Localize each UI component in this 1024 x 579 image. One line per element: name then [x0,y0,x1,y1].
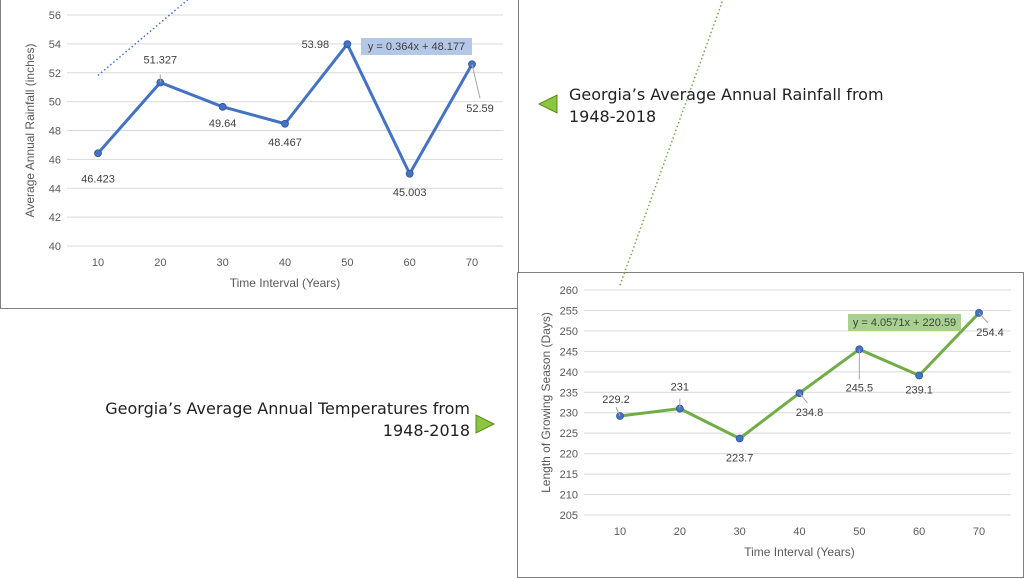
data-label: 234.8 [796,407,824,419]
data-label: 231 [671,382,689,394]
rainfall-chart-panel: 40 42 44 46 48 50 52 54 56 10 20 30 40 50 60 70 Time Int… [0,0,519,309]
data-label: 46.423 [81,173,115,185]
rainfall-chart: 40 42 44 46 48 50 52 54 56 10 20 30 40 50 60 70 Time Int… [23,0,503,290]
data-label: 229.2 [602,394,630,406]
x-tick-label: 60 [913,526,925,538]
triangle-right-icon [475,414,496,434]
x-tick-label: 40 [279,257,291,269]
x-tick-label: 60 [404,257,416,269]
y-axis-title: Length of Growing Season (Days) [539,312,553,493]
data-label: 239.1 [905,385,933,397]
x-tick-label: 70 [466,257,478,269]
y-tick-label: 230 [560,408,578,420]
series-line [619,311,981,440]
y-tick-label: 54 [49,39,61,51]
y-tick-label: 42 [49,212,61,224]
rainfall-caption: Georgia’s Average Annual Rainfall from 1… [569,85,884,126]
x-tick-label: 50 [341,257,353,269]
triangle-left-icon [537,94,558,114]
trendline-equation: y = 0.364x + 48.177 [368,41,465,53]
y-tick-label: 48 [49,126,61,138]
data-point [405,169,414,178]
data-label: 245.5 [846,382,874,394]
x-axis-title: Time Interval (Years) [230,276,340,290]
data-label: 52.59 [466,103,494,115]
growing-season-chart-panel: 205 210 215 220 225 230 235 240 245 250 255 260 10 20… [517,0,1024,578]
data-label: 254.4 [976,327,1004,339]
x-axis-title: Time Interval (Years) [744,545,854,559]
data-point [735,434,744,443]
trendline-equation-box [361,38,472,55]
y-tick-label: 46 [49,154,61,166]
y-tick-label: 225 [560,428,578,440]
y-tick-label: 205 [560,510,578,522]
x-tick-label: 40 [793,526,805,538]
y-tick-label: 260 [560,285,578,297]
y-tick-label: 220 [560,449,578,461]
x-tick-label: 20 [674,526,686,538]
x-tick-label: 30 [217,257,229,269]
label-leader [615,406,621,417]
y-tick-label: 215 [560,469,578,481]
data-point [915,371,924,380]
temperatures-caption: Georgia’s Average Annual Temperatures fr… [105,399,470,440]
y-tick-label: 245 [560,346,578,358]
y-axis-title: Average Annual Rainfall (inches) [23,44,37,218]
label-leader [978,312,989,324]
y-tick-label: 240 [560,367,578,379]
x-tick-label: 20 [154,257,166,269]
y-tick-label: 40 [49,241,61,253]
y-tick-label: 50 [49,97,61,109]
y-tick-label: 255 [560,305,578,317]
data-point [94,149,102,158]
x-tick-label: 10 [614,526,626,538]
trendline-equation: y = 4.0571x + 220.59 [853,317,956,329]
data-label: 45.003 [393,187,427,199]
data-point [343,40,352,49]
data-label: 51.327 [144,54,178,66]
growing-season-chart: 205 210 215 220 225 230 235 240 245 250 255 260 10 20… [539,0,1011,559]
x-tick-label: 70 [973,526,985,538]
y-tick-label: 56 [49,10,61,22]
x-tick-label: 10 [92,257,104,269]
y-tick-label: 250 [560,326,578,338]
y-tick-label: 210 [560,490,578,502]
label-leader [799,392,808,404]
data-point [281,119,289,128]
label-leader [471,64,481,99]
trendline-equation-box [848,314,961,331]
data-label: 48.467 [268,137,302,149]
y-tick-label: 44 [49,183,61,195]
data-label: 223.7 [726,453,754,465]
data-label: 53.98 [302,39,330,51]
y-tick-label: 235 [560,387,578,399]
x-tick-label: 50 [853,526,865,538]
data-point [218,102,227,111]
data-label: 49.64 [209,118,237,130]
y-tick-label: 52 [49,68,61,80]
trendline [619,0,724,286]
x-tick-label: 30 [734,526,746,538]
